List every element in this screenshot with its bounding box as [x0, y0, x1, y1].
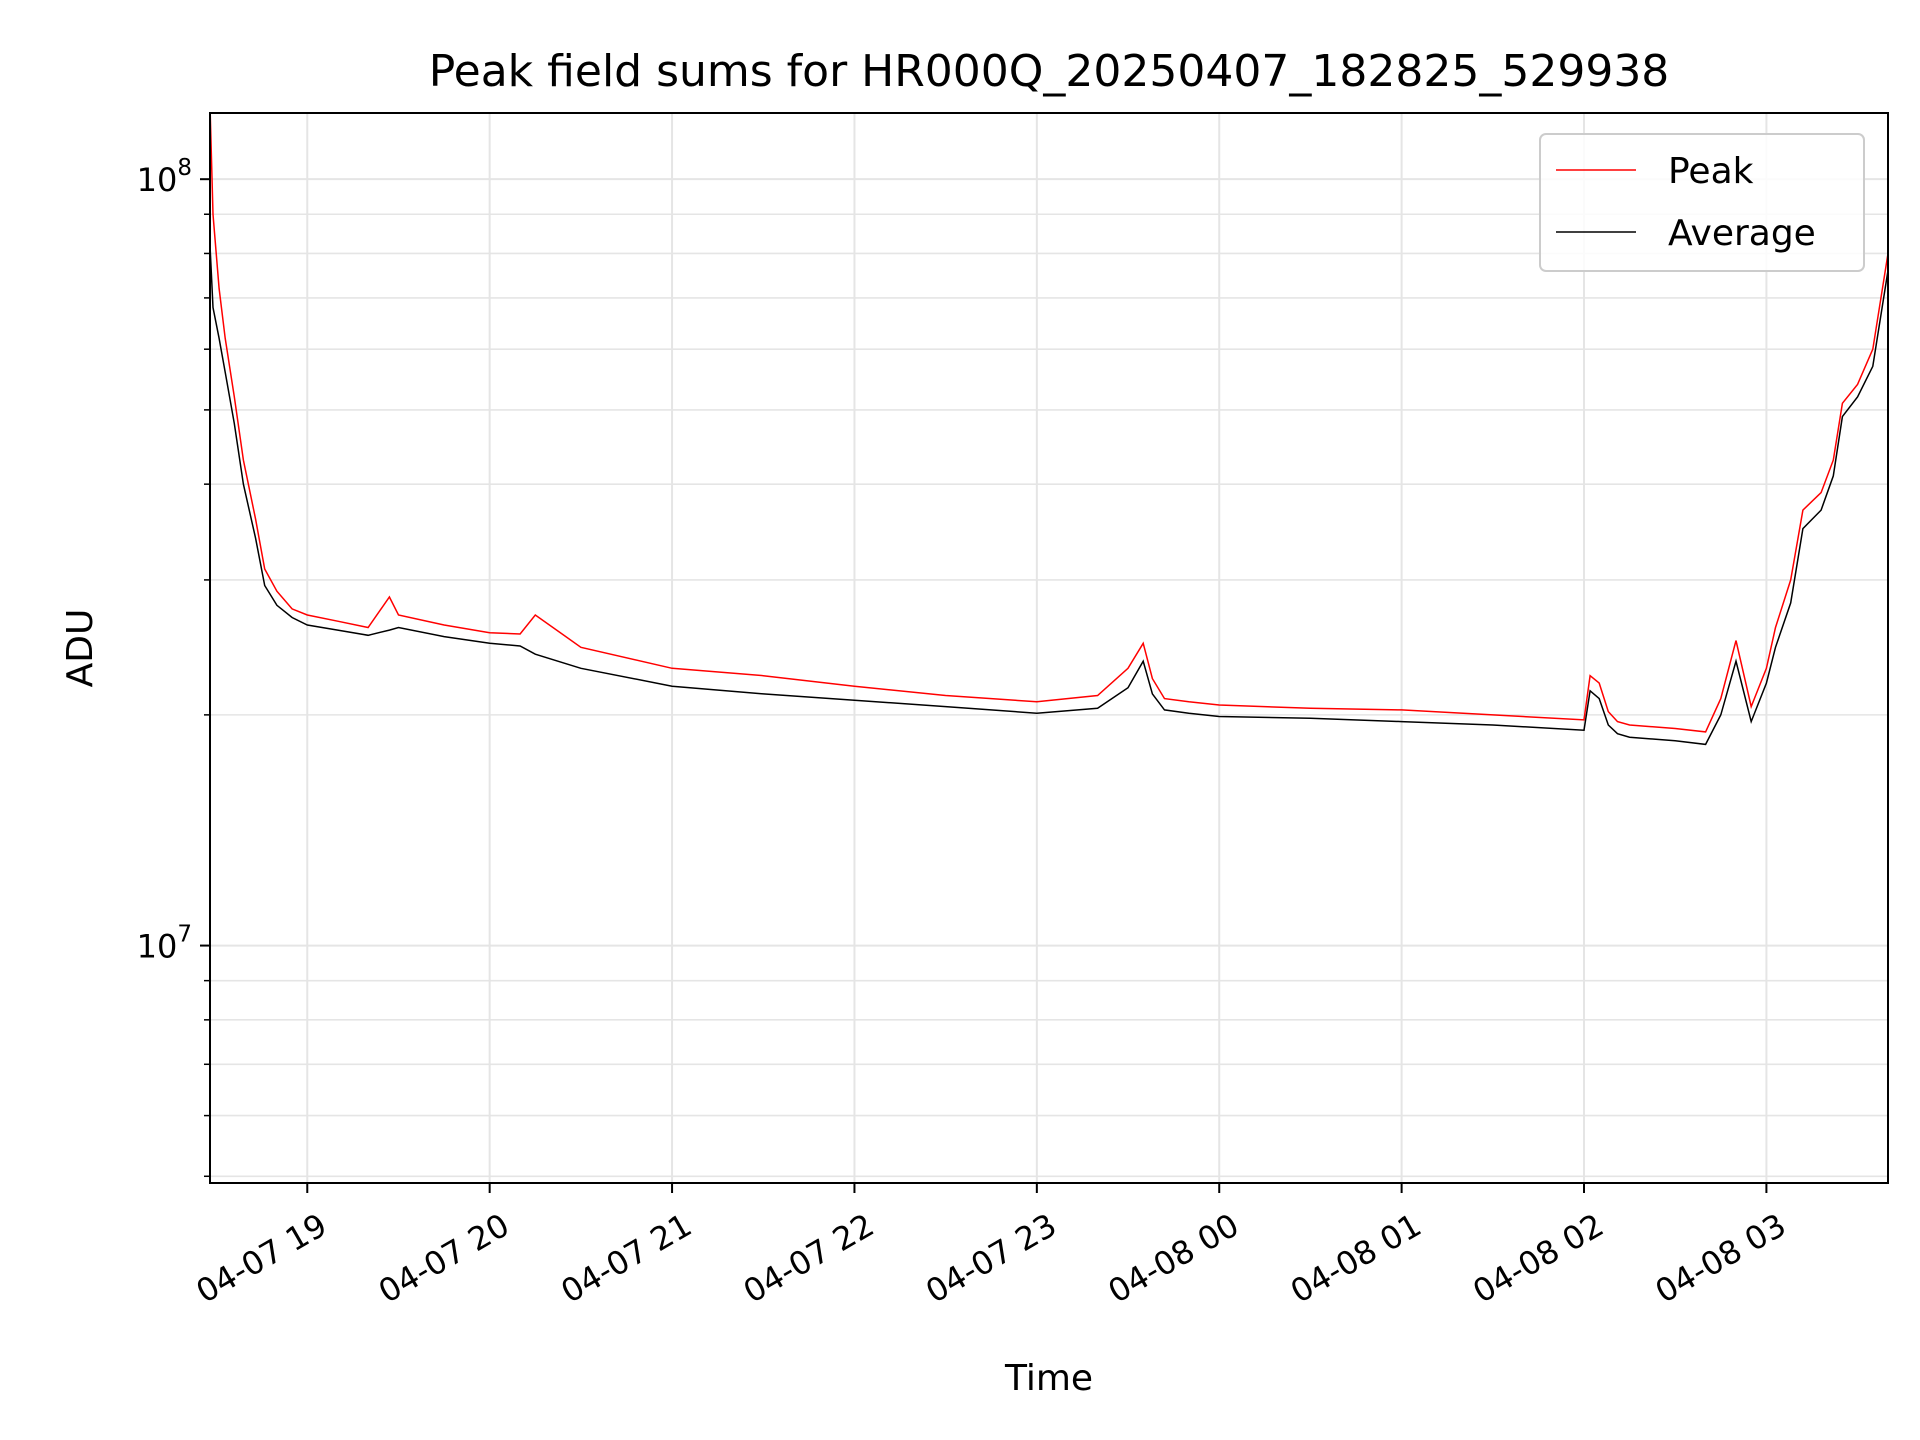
- y-tick-label-base: 10: [137, 161, 178, 199]
- plot-frame: [209, 112, 1889, 1184]
- series-line-peak: [210, 113, 1888, 733]
- y-tick-label-exponent: 8: [177, 155, 192, 181]
- series-line-average: [210, 245, 1888, 746]
- y-axis-label: ADU: [60, 609, 101, 688]
- legend-label-peak: Peak: [1668, 151, 1754, 192]
- y-tick-label: 108: [137, 155, 192, 199]
- legend: Peak Average: [1539, 133, 1865, 272]
- chart-title: Peak field sums for HR000Q_20250407_1828…: [429, 46, 1670, 97]
- y-tick-label-exponent: 7: [177, 922, 192, 948]
- y-tick-label-base: 10: [137, 928, 178, 966]
- x-axis-label: Time: [1004, 1358, 1093, 1399]
- grid-lines: [210, 113, 1888, 1183]
- legend-label-average: Average: [1668, 213, 1816, 254]
- plot-series: [210, 113, 1888, 746]
- legend-box: [1539, 133, 1865, 272]
- y-tick-label: 107: [137, 922, 192, 966]
